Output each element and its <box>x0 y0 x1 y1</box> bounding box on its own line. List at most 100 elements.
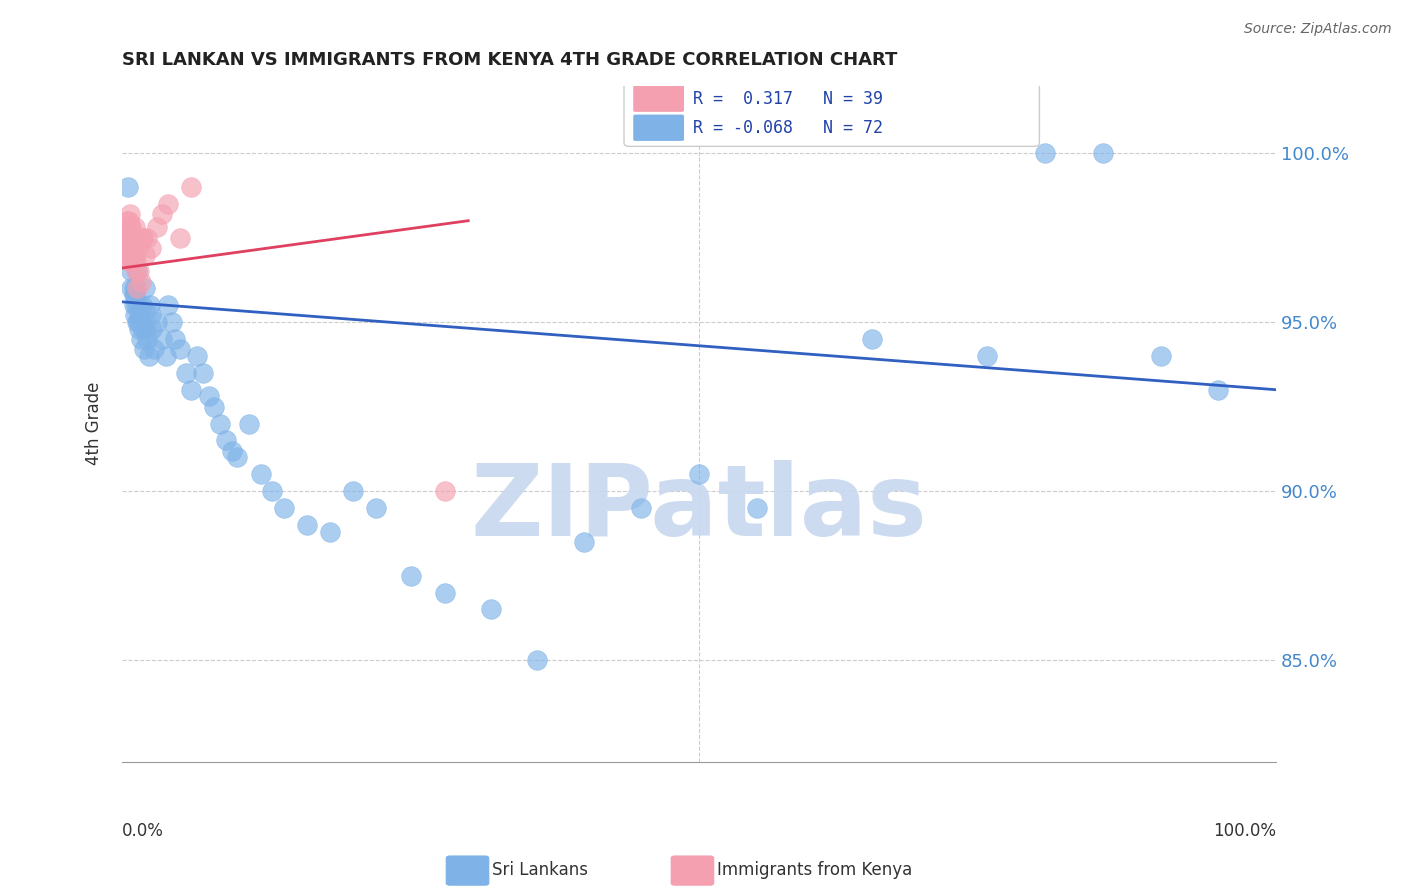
Point <box>1149 349 1171 363</box>
Point <box>434 585 457 599</box>
Point <box>120 220 142 235</box>
Point <box>260 484 283 499</box>
Point <box>136 332 159 346</box>
Point <box>1033 146 1056 161</box>
Point <box>132 342 155 356</box>
Text: 0.0%: 0.0% <box>122 822 165 840</box>
Point <box>1206 383 1229 397</box>
Point <box>273 501 295 516</box>
FancyBboxPatch shape <box>633 86 683 112</box>
Point <box>125 254 148 268</box>
Point <box>526 653 548 667</box>
Point <box>122 230 145 244</box>
FancyBboxPatch shape <box>624 78 1039 146</box>
Point <box>342 484 364 499</box>
Point <box>688 467 710 482</box>
Point <box>117 180 139 194</box>
Point <box>121 247 143 261</box>
Text: ZIPatlas: ZIPatlas <box>471 459 928 557</box>
Point <box>139 309 162 323</box>
Text: Sri Lankans: Sri Lankans <box>492 861 588 879</box>
Point <box>202 400 225 414</box>
Point <box>122 298 145 312</box>
Point <box>128 322 150 336</box>
Point <box>134 281 156 295</box>
Point <box>215 434 238 448</box>
Text: SRI LANKAN VS IMMIGRANTS FROM KENYA 4TH GRADE CORRELATION CHART: SRI LANKAN VS IMMIGRANTS FROM KENYA 4TH … <box>122 51 897 69</box>
Point <box>125 264 148 278</box>
Point <box>160 315 183 329</box>
Point <box>319 524 342 539</box>
Point <box>572 534 595 549</box>
Point <box>121 241 143 255</box>
Point <box>118 254 141 268</box>
Point <box>122 281 145 295</box>
Text: R =  0.317   N = 39: R = 0.317 N = 39 <box>693 90 883 108</box>
Point <box>117 230 139 244</box>
Point <box>125 264 148 278</box>
Point <box>122 254 145 268</box>
Point <box>120 247 142 261</box>
Point <box>180 180 202 194</box>
Point <box>124 247 146 261</box>
Text: 100.0%: 100.0% <box>1213 822 1277 840</box>
Point <box>129 332 152 346</box>
Point <box>120 264 142 278</box>
Point <box>125 298 148 312</box>
Point <box>124 309 146 323</box>
Point <box>127 315 149 329</box>
Point <box>434 484 457 499</box>
Point <box>125 315 148 329</box>
Point <box>127 241 149 255</box>
Point <box>191 366 214 380</box>
Point <box>295 517 318 532</box>
Point <box>174 366 197 380</box>
Point <box>134 247 156 261</box>
Point <box>136 230 159 244</box>
Point <box>117 241 139 255</box>
Point <box>860 332 883 346</box>
Point <box>157 298 180 312</box>
Point <box>115 247 138 261</box>
Text: Immigrants from Kenya: Immigrants from Kenya <box>717 861 912 879</box>
Point <box>141 322 163 336</box>
Point <box>120 281 142 295</box>
Point <box>145 315 167 329</box>
Point <box>238 417 260 431</box>
Point <box>145 220 167 235</box>
Point <box>127 298 149 312</box>
Text: Source: ZipAtlas.com: Source: ZipAtlas.com <box>1244 22 1392 37</box>
Point <box>221 443 243 458</box>
Point <box>180 383 202 397</box>
Point <box>121 241 143 255</box>
Point <box>124 288 146 302</box>
Point <box>197 389 219 403</box>
Point <box>121 230 143 244</box>
Point <box>114 230 136 244</box>
Point <box>152 207 174 221</box>
Point <box>120 207 142 221</box>
Point <box>249 467 271 482</box>
Point <box>120 241 142 255</box>
Point <box>976 349 998 363</box>
Point <box>169 230 191 244</box>
Point <box>121 230 143 244</box>
Y-axis label: 4th Grade: 4th Grade <box>86 382 103 466</box>
Point <box>118 230 141 244</box>
Point <box>125 281 148 295</box>
Point <box>155 349 177 363</box>
Point <box>124 220 146 235</box>
Point <box>630 501 652 516</box>
Point <box>152 332 174 346</box>
Point <box>129 275 152 289</box>
Point <box>120 254 142 268</box>
Point <box>122 288 145 302</box>
Point <box>122 241 145 255</box>
Point <box>399 568 422 582</box>
Point <box>115 213 138 227</box>
Point <box>128 309 150 323</box>
Point <box>128 264 150 278</box>
Point <box>139 298 162 312</box>
Point <box>157 196 180 211</box>
Point <box>131 298 153 312</box>
